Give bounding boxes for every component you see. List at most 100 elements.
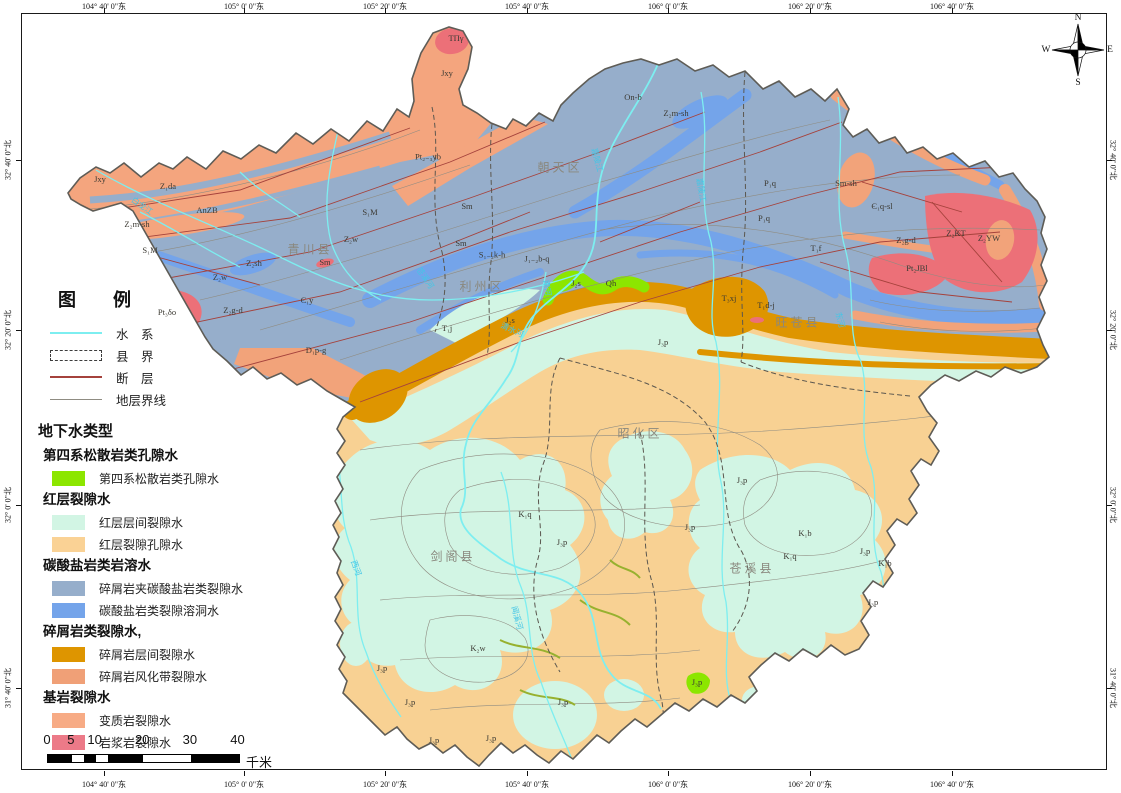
geologic-unit-label: K₁q [783,551,797,561]
legend-swatch-item: 岩浆岩裂隙水 [38,731,318,753]
geologic-unit-label: T₁f [810,243,822,253]
scale-segment [83,755,96,762]
scale-segment [48,755,72,762]
geologic-unit-label: Jxy [94,174,106,184]
scale-bar: 0 5 10 20 30 40 千米 [43,732,294,772]
scale-tick-number: 5 [67,732,75,747]
latitude-tick-right [1107,505,1112,506]
longitude-tick-top [810,8,811,13]
geologic-unit-label: S₁M [142,245,158,255]
geologic-unit-label: Qh [605,278,617,288]
legend-line-item: 县 界 [38,344,318,366]
longitude-tick-bottom [668,771,669,776]
geologic-unit-label: T₁d-j [757,300,775,310]
geologic-unit-label: J₃p [556,537,568,547]
legend-color-swatch [52,712,85,728]
legend-swatch-label: 红层裂隙孔隙水 [99,537,184,552]
county-name-label: 剑阁县 [430,549,476,564]
latitude-label-left: 31° 40' 0"北 [3,668,13,708]
geologic-unit-label: Z₂g-d [896,235,916,245]
legend-color-swatch [52,646,85,662]
scale-bar-segments [47,754,240,763]
geologic-unit-label: Sm [455,238,467,248]
longitude-tick-top [527,8,528,13]
longitude-label-bottom: 105° 0' 0"东 [224,780,264,789]
latitude-label-left: 32° 0' 0"北 [3,487,13,523]
geologic-unit-label: Pt₂₋₃yb [414,151,442,162]
geologic-unit-label: J₃p [485,733,497,743]
legend-swatch-label: 第四系松散岩类孔隙水 [99,471,220,486]
legend: 图 例 水 系县 界断 层地层界线 地下水类型 第四系松散岩类孔隙水 第四系松散岩… [38,286,318,753]
geologic-unit-label: Z₂w [343,234,359,244]
geologic-unit-label: S₁₋₂k-h [478,249,506,260]
legend-group-header: 第四系松散岩类孔隙水 [43,448,178,463]
latitude-tick-right [1107,688,1112,689]
legend-line-item: 断 层 [38,366,318,388]
longitude-tick-bottom [244,771,245,776]
geologic-unit-label: J₃p [691,677,703,687]
legend-groups: 第四系松散岩类孔隙水 第四系松散岩类孔隙水 红层裂隙水 红层层间裂隙水 红层裂隙孔隙水碳… [38,445,318,753]
county-symbol [50,349,102,361]
longitude-tick-bottom [527,771,528,776]
longitude-tick-top [385,8,386,13]
legend-line-item-label: 断 层 [116,371,154,386]
longitude-label-top: 106° 0' 0"东 [648,2,688,11]
legend-color-swatch [52,536,85,552]
legend-swatch-item: 第四系松散岩类孔隙水 [38,467,318,489]
scale-segment [190,755,239,762]
scale-segment [71,755,84,762]
longitude-label-bottom: 105° 40' 0"东 [505,780,549,789]
legend-line-item-label: 县 界 [116,349,154,364]
geologic-unit-label: J₁₋₂b-q [524,253,550,264]
compass-west-label: W [1041,45,1051,55]
geologic-unit-label: P₁q [764,178,776,188]
legend-title: 图 例 [58,290,148,310]
latitude-tick-left [16,330,21,331]
longitude-label-bottom: 105° 20' 0"东 [363,780,407,789]
geologic-unit-label: Sm [461,201,473,211]
geologic-unit-label: J₃p [657,337,669,347]
longitude-tick-top [244,8,245,13]
geologic-unit-label: J₃p [376,663,388,673]
geologic-unit-label: J₂s [571,278,581,288]
geologic-unit-label: ΤΠγ [448,33,464,43]
geologic-unit-label: Z₂w [212,272,228,282]
geologic-unit-label: K₁b [798,528,812,538]
geologic-unit-label: J₃p [867,597,879,607]
legend-group-header: 碎屑岩类裂隙水, [43,624,142,639]
geologic-unit-label: J₃p [557,697,569,707]
latitude-tick-right [1107,160,1112,161]
geologic-unit-label: Z₂sh [246,258,262,268]
legend-swatch-item: 碎屑岩层间裂隙水 [38,643,318,665]
longitude-label-top: 106° 40' 0"东 [930,2,974,11]
scale-tick-number: 20 [135,732,150,747]
longitude-label-top: 106° 20' 0"东 [788,2,832,11]
longitude-tick-bottom [385,771,386,776]
longitude-tick-bottom [810,771,811,776]
geologic-unit-label: J₃p [859,546,871,556]
geologic-unit-label: K₁b [878,558,892,568]
scale-segment [95,755,108,762]
scale-tick-number: 0 [43,732,51,747]
legend-swatch-label: 碎屑岩层间裂隙水 [99,647,196,662]
scale-segment [107,755,144,762]
compass-north-label: N [1074,13,1082,23]
legend-line-item: 水 系 [38,322,318,344]
legend-line-item-label: 水 系 [116,327,154,342]
river-symbol [50,332,102,334]
scale-bar-unit: 千米 [246,755,273,770]
legend-swatch-label: 碳酸盐岩类裂隙溶洞水 [99,603,220,618]
geologic-unit-label: AnZB [196,205,218,215]
county-name-label: 旺苍县 [775,315,821,330]
geologic-unit-label: J₃p [404,697,416,707]
geologic-unit-label: J₃p [736,475,748,485]
legend-swatch-label: 变质岩裂隙水 [99,713,172,728]
county-name-label: 利州区 [459,279,505,294]
longitude-label-bottom: 106° 0' 0"东 [648,780,688,789]
geologic-unit-label: Z₂g-d [223,305,243,315]
legend-swatch-label: 红层层间裂隙水 [99,515,184,530]
scale-tick-number: 10 [87,732,102,747]
legend-swatch-item: 红层层间裂隙水 [38,511,318,533]
